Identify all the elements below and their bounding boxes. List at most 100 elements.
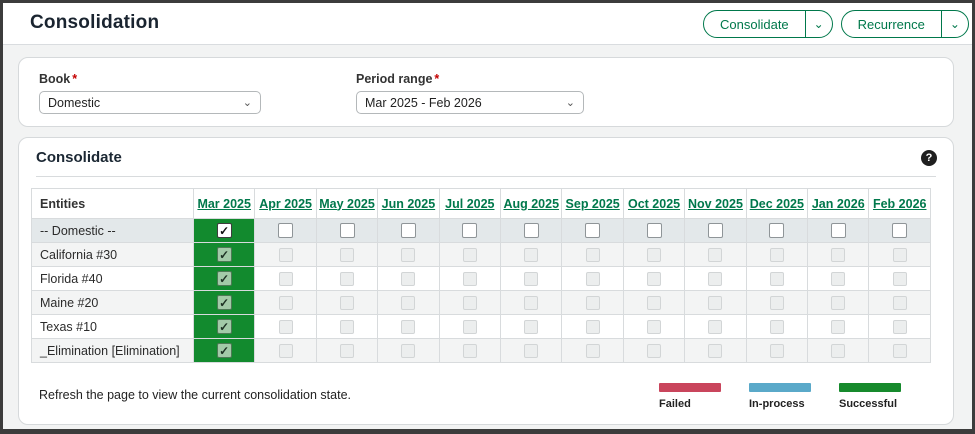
checkbox-unchecked [831,295,846,310]
chevron-down-icon: ⌄ [565,97,575,109]
checkbox-unchecked[interactable] [400,223,416,239]
consolidation-cell [561,218,624,243]
consolidation-cell [500,290,563,315]
checkbox-unchecked [462,319,477,334]
consolidate-button-label[interactable]: Consolidate [720,16,789,32]
filters-card: Book * Domestic ⌄ Period range * Mar 2025 … [18,57,954,127]
recurrence-button-label[interactable]: Recurrence [857,16,925,32]
checkbox-unchecked [769,271,784,286]
month-column-header: May 2025 [315,188,379,219]
consolidation-cell [377,314,440,339]
checkbox-unchecked [524,247,539,262]
checkbox-unchecked [708,295,723,310]
checkbox-unchecked [769,295,784,310]
checkbox-unchecked[interactable] [585,223,601,239]
checkbox-unchecked[interactable] [646,223,662,239]
checkbox-unchecked[interactable] [769,223,785,239]
consolidation-cell [377,242,440,267]
consolidation-cell [438,242,502,267]
month-link[interactable]: Jun 2025 [381,196,436,211]
checkbox-unchecked [278,247,293,262]
checkbox-unchecked [401,271,416,286]
month-link[interactable]: Oct 2025 [627,196,681,211]
month-link[interactable]: Sep 2025 [565,196,620,211]
book-field: Book * Domestic ⌄ [39,72,261,114]
checkbox-unchecked[interactable] [892,223,908,239]
checkbox-unchecked [647,319,662,334]
checkbox-unchecked [708,343,723,358]
consolidation-cell [807,242,870,267]
page-title: Consolidation [30,12,160,33]
header-actions: Consolidate ⌄ Recurrence ⌄ M [703,10,972,38]
consolidation-cell: ✓ [192,290,256,315]
checkbox-unchecked[interactable] [339,223,355,239]
checkbox-unchecked [278,271,293,286]
checkbox-unchecked [524,319,539,334]
month-link[interactable]: Nov 2025 [688,196,743,211]
entities-column-header: Entities [31,188,194,219]
help-icon[interactable]: ? [921,150,937,166]
consolidation-cell [561,266,624,291]
checkbox-unchecked[interactable] [462,223,478,239]
table-head: Entities Mar 2025 Apr 2025 May 2025 Jun 202… [31,188,931,219]
consolidation-cell [684,266,747,291]
month-link[interactable]: May 2025 [319,196,375,211]
month-link[interactable]: Jan 2026 [811,196,865,211]
checkbox-unchecked [892,343,907,358]
month-link[interactable]: Dec 2025 [749,196,804,211]
table-row: Texas #10 ✓ [31,314,931,339]
table-row: Maine #20 ✓ [31,290,931,315]
checkbox-unchecked [585,271,600,286]
checkbox-unchecked [769,247,784,262]
consolidate-button[interactable]: Consolidate ⌄ [703,10,833,38]
consolidation-cell [807,218,870,243]
chevron-down-icon[interactable]: ⌄ [940,11,968,37]
month-column-header: Aug 2025 [500,188,563,219]
checkbox-unchecked[interactable] [707,223,723,239]
checkbox-checked: ✓ [216,295,232,311]
checkbox-unchecked [585,247,600,262]
checkbox-unchecked [892,271,907,286]
recurrence-button[interactable]: Recurrence ⌄ [840,10,969,38]
book-select[interactable]: Domestic ⌄ [39,91,261,114]
required-marker: * [434,72,440,86]
checkbox-unchecked [278,343,293,358]
month-link[interactable]: Mar 2025 [197,196,251,211]
checkbox-unchecked [401,343,416,358]
checkbox-checked[interactable]: ✓ [216,223,232,239]
table-header-row: Entities Mar 2025 Apr 2025 May 2025 Jun 202… [31,188,931,219]
consolidation-cell [315,314,379,339]
consolidation-cell [745,290,809,315]
legend-label: Successful [839,398,898,410]
month-link[interactable]: Aug 2025 [503,196,560,211]
period-range-select[interactable]: Mar 2025 - Feb 2026 ⌄ [356,91,584,114]
consolidation-cell [315,338,379,363]
month-link[interactable]: Jul 2025 [445,196,495,211]
checkbox-unchecked [831,271,846,286]
legend-label: Failed [659,398,691,410]
consolidation-cell [807,314,870,339]
consolidation-cell [745,314,809,339]
checkbox-unchecked [892,295,907,310]
entity-name: Texas #10 [31,314,194,339]
month-link[interactable]: Apr 2025 [259,196,313,211]
month-column-header: Mar 2025 [192,188,256,219]
checkbox-unchecked[interactable] [523,223,539,239]
consolidation-cell [377,338,440,363]
checkbox-checked: ✓ [216,247,232,263]
consolidation-cell [254,314,317,339]
consolidation-cell [684,218,747,243]
checkbox-unchecked [647,271,662,286]
consolidation-cell [745,242,809,267]
month-link[interactable]: Feb 2026 [872,196,927,211]
checkbox-unchecked[interactable] [830,223,846,239]
month-column-header: Apr 2025 [254,188,317,219]
table-row: -- Domestic -- ✓ [31,218,931,243]
checkbox-unchecked[interactable] [278,223,294,239]
period-range-label-text: Period range [356,72,433,86]
chevron-down-icon[interactable]: ⌄ [804,11,832,37]
checkbox-unchecked [401,247,416,262]
consolidate-card: Consolidate ? Entities Mar 2025 Apr 2025 M… [18,137,954,425]
consolidation-cell [622,314,686,339]
